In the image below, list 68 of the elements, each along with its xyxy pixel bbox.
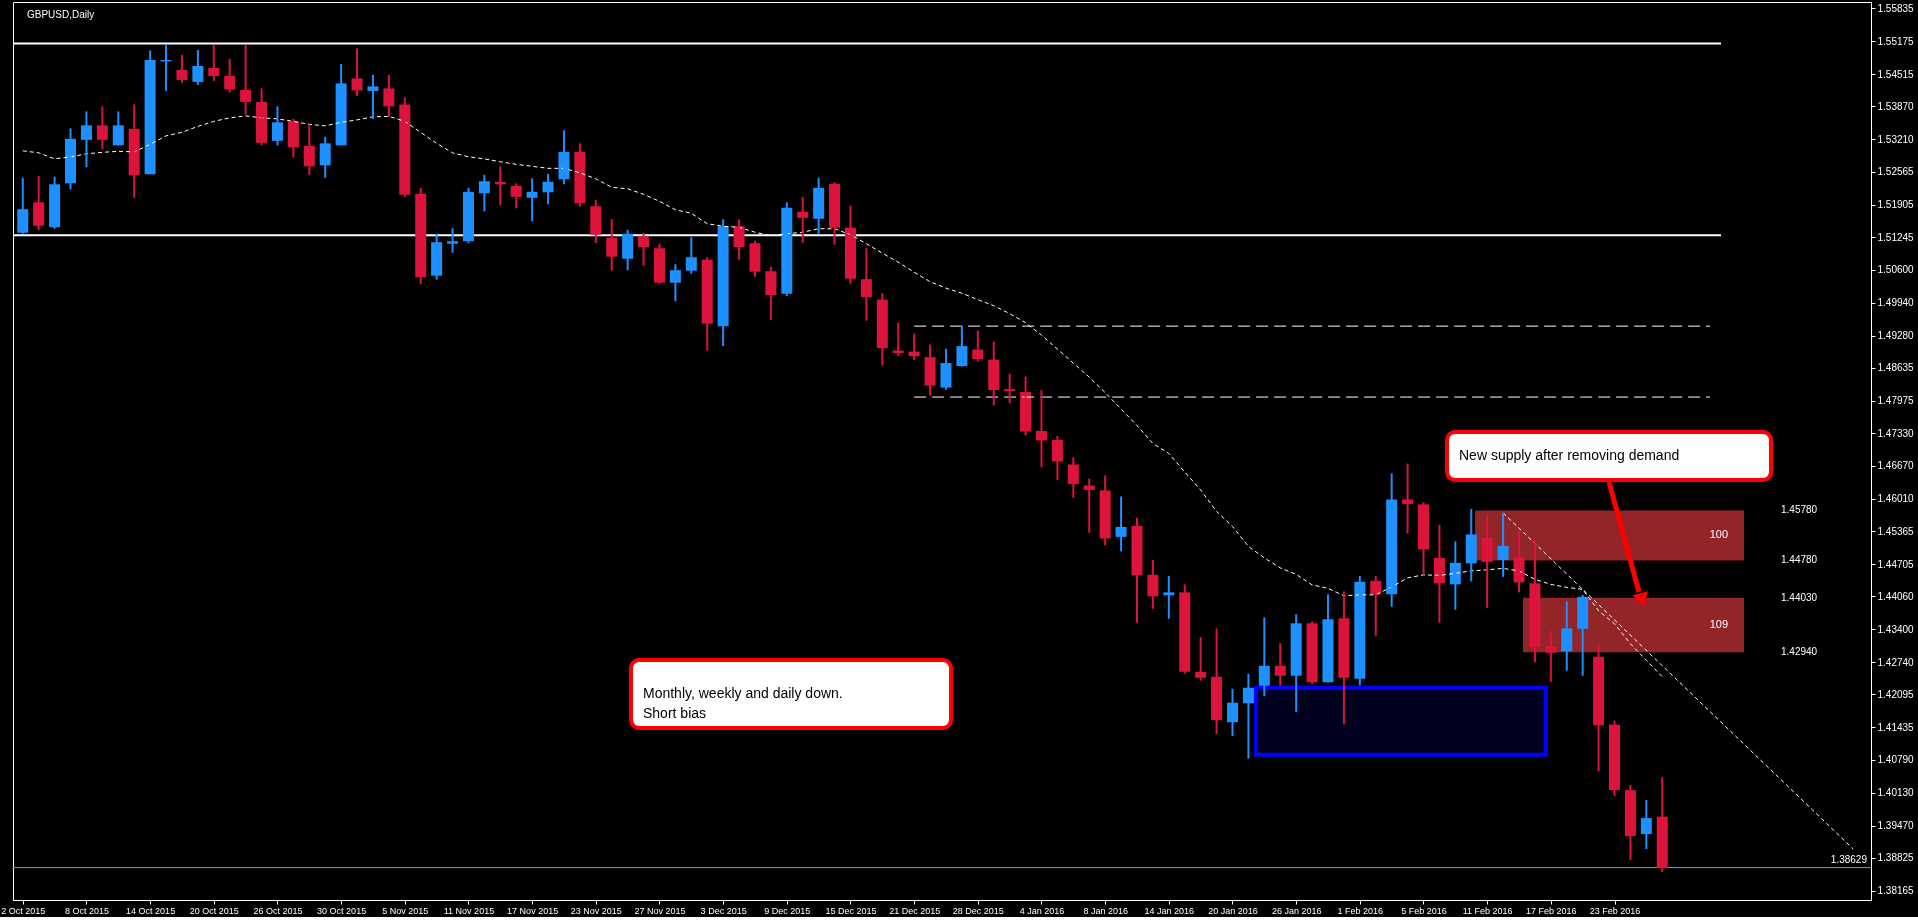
x-tick-label: 11 Nov 2015 bbox=[443, 905, 495, 916]
y-tick-label: 1.52565 bbox=[1877, 166, 1915, 178]
x-tick-label: 8 Oct 2015 bbox=[64, 905, 109, 916]
y-tick-label: 1.54515 bbox=[1877, 68, 1915, 80]
x-tick-label: 20 Jan 2016 bbox=[1208, 905, 1258, 916]
y-tick-label: 1.45365 bbox=[1877, 525, 1915, 537]
y-tick-label: 1.38825 bbox=[1877, 852, 1915, 864]
y-tick-label: 1.42095 bbox=[1877, 688, 1915, 700]
y-tick-label: 1.47330 bbox=[1877, 427, 1915, 439]
x-tick-label: 21 Dec 2015 bbox=[889, 905, 941, 916]
annotation: Monthly, weekly and daily down. Short bias bbox=[643, 685, 843, 721]
y-tick-label: 1.42740 bbox=[1877, 656, 1915, 668]
band-label: 100 bbox=[1709, 528, 1728, 541]
y-tick-label: 1.41435 bbox=[1877, 721, 1915, 733]
x-tick-label: 5 Nov 2015 bbox=[382, 905, 429, 916]
y-tick-label: 1.39470 bbox=[1877, 820, 1915, 832]
x-tick-label: 23 Nov 2015 bbox=[570, 905, 622, 916]
y-tick-label: 1.47975 bbox=[1877, 395, 1915, 407]
x-tick-label: 26 Jan 2016 bbox=[1271, 905, 1322, 916]
annotation: 1.44780 bbox=[1781, 554, 1818, 566]
candlestick bbox=[1402, 462, 1414, 535]
x-tick-label: 8 Jan 2016 bbox=[1083, 905, 1128, 916]
x-tick-label: 28 Dec 2015 bbox=[952, 905, 1004, 916]
y-tick-label: 1.48635 bbox=[1877, 362, 1915, 374]
x-tick-label: 5 Feb 2016 bbox=[1401, 905, 1447, 916]
y-tick-label: 1.46010 bbox=[1877, 493, 1915, 505]
x-tick-label: 30 Oct 2015 bbox=[317, 905, 367, 916]
x-tick-label: 23 Feb 2016 bbox=[1589, 905, 1641, 916]
candlestick bbox=[447, 227, 459, 254]
x-tick-label: 1 Feb 2016 bbox=[1337, 905, 1384, 916]
ref-line-label: 1.38629 bbox=[1830, 853, 1868, 865]
annotation: 1.45780 bbox=[1781, 504, 1818, 516]
x-tick-label: 27 Nov 2015 bbox=[634, 905, 686, 916]
text: GBPUSD,Daily bbox=[27, 9, 95, 20]
y-tick-label: 1.50600 bbox=[1877, 264, 1915, 276]
x-tick-label: 9 Dec 2015 bbox=[764, 905, 811, 916]
x-tick-label: 14 Oct 2015 bbox=[126, 905, 176, 916]
y-tick-label: 1.44705 bbox=[1877, 558, 1915, 570]
x-tick-label: 26 Oct 2015 bbox=[253, 905, 303, 916]
annotation: 1.44030 bbox=[1781, 591, 1818, 603]
x-tick-label: 11 Feb 2016 bbox=[1462, 905, 1513, 916]
y-tick-label: 1.40130 bbox=[1877, 787, 1915, 799]
y-tick-label: 1.51905 bbox=[1877, 199, 1915, 211]
x-tick-label: 4 Jan 2016 bbox=[1019, 905, 1065, 916]
y-tick-label: 1.55835 bbox=[1877, 2, 1915, 14]
y-tick-label: 1.51245 bbox=[1877, 231, 1915, 243]
y-tick-label: 1.43400 bbox=[1877, 623, 1915, 635]
y-tick-label: 1.44060 bbox=[1877, 590, 1915, 602]
candlestick bbox=[367, 73, 379, 120]
y-tick-label: 1.49280 bbox=[1877, 330, 1915, 342]
annotation: New supply after removing demand bbox=[1459, 447, 1680, 463]
x-tick-label: 17 Nov 2015 bbox=[507, 905, 559, 916]
annotation: 1.42940 bbox=[1781, 646, 1818, 658]
x-tick-label: 3 Dec 2015 bbox=[700, 905, 747, 916]
x-tick-label: 17 Feb 2016 bbox=[1526, 905, 1577, 916]
y-tick-label: 1.53870 bbox=[1877, 100, 1915, 112]
y-tick-label: 1.40790 bbox=[1877, 754, 1915, 766]
candlestick bbox=[1083, 477, 1095, 534]
x-tick-label: 2 Oct 2015 bbox=[1, 905, 46, 916]
x-tick-label: 20 Oct 2015 bbox=[189, 905, 239, 916]
band-label: 109 bbox=[1709, 618, 1728, 631]
y-tick-label: 1.46670 bbox=[1877, 460, 1915, 472]
y-tick-label: 1.55175 bbox=[1877, 35, 1915, 47]
y-tick-label: 1.49940 bbox=[1877, 297, 1915, 309]
x-tick-label: 15 Dec 2015 bbox=[825, 905, 877, 916]
y-tick-label: 1.53210 bbox=[1877, 133, 1915, 145]
y-tick-label: 1.38165 bbox=[1877, 885, 1915, 897]
x-tick-label: 14 Jan 2016 bbox=[1144, 905, 1195, 916]
